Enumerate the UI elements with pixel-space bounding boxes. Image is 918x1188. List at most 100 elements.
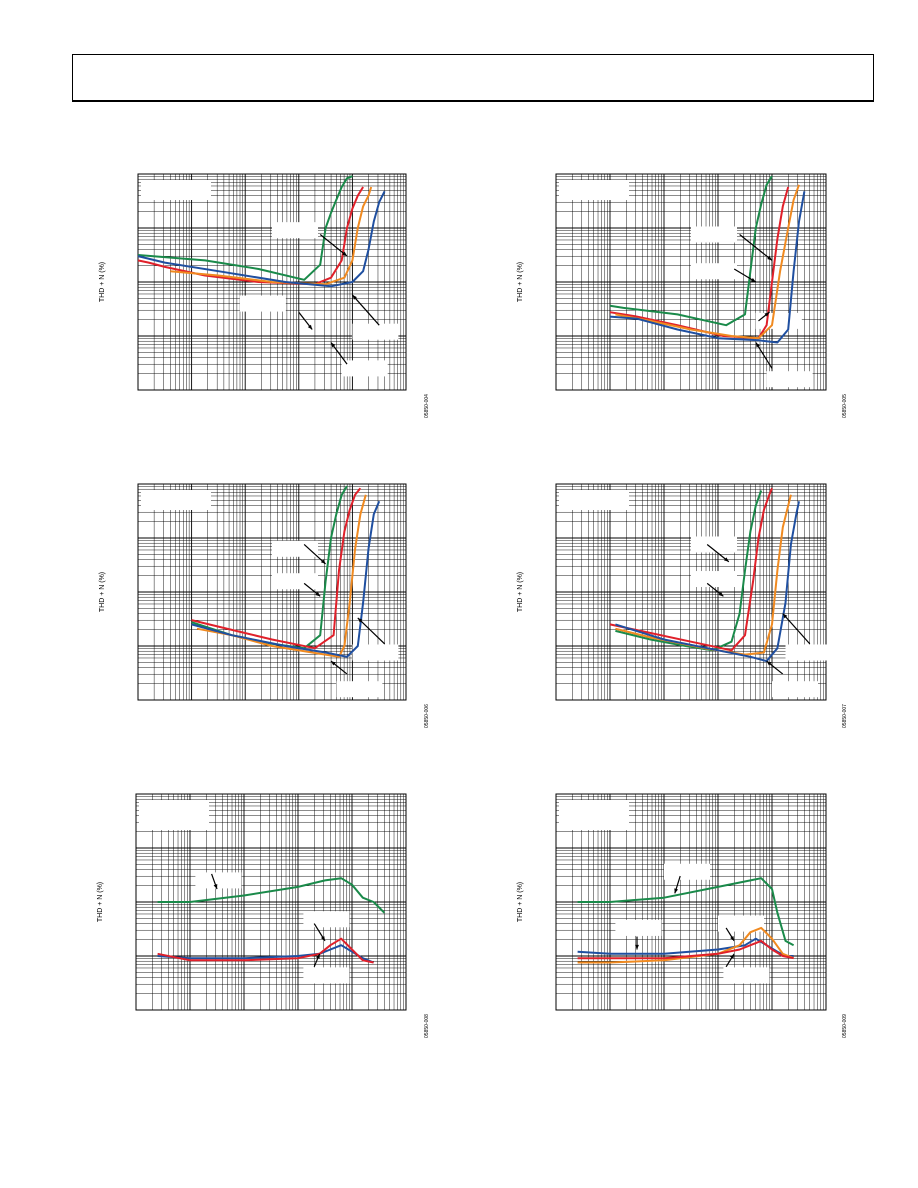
series-red xyxy=(191,487,362,650)
legend-box xyxy=(141,490,211,510)
arrow-head xyxy=(342,251,348,257)
annotation-box xyxy=(239,295,286,312)
annotation-box xyxy=(352,323,399,340)
y-axis-label: THD + N (%) xyxy=(99,262,106,302)
arrow-head xyxy=(330,342,336,348)
arrow-head xyxy=(782,613,788,619)
y-axis-label: THD + N (%) xyxy=(99,572,106,612)
chart-4: THD + N (%) 05850-007 xyxy=(517,483,848,728)
series-green xyxy=(157,877,386,914)
y-axis-label: THD + N (%) xyxy=(517,572,524,612)
legend-box xyxy=(559,490,629,510)
arrow-head xyxy=(718,591,724,597)
arrow-head xyxy=(315,591,321,597)
arrow-head xyxy=(755,342,760,348)
series-orange xyxy=(170,186,373,286)
arrow-head xyxy=(316,953,320,959)
annotation-arrow xyxy=(739,234,773,261)
series-red xyxy=(157,937,374,964)
figure-id: 05850-005 xyxy=(842,394,848,418)
series-blue xyxy=(137,190,386,288)
arrow-head xyxy=(307,324,313,330)
chart-6: THD + N (%) 05850-009 xyxy=(517,793,848,1038)
figure-id: 05850-007 xyxy=(842,704,848,728)
annotation-box xyxy=(691,263,737,280)
arrow-head xyxy=(723,557,729,562)
series-red xyxy=(609,487,773,652)
arrow-head xyxy=(330,661,336,666)
annotation-box xyxy=(772,681,818,698)
series-green xyxy=(137,175,353,281)
annotation-box xyxy=(336,681,383,698)
annotation-box xyxy=(691,571,737,588)
series-blue xyxy=(577,937,794,957)
page-header xyxy=(72,54,874,102)
series-red xyxy=(577,939,794,960)
figure-id: 05850-006 xyxy=(424,704,430,728)
figure-id: 05850-004 xyxy=(424,394,430,418)
y-axis-label: THD + N (%) xyxy=(517,262,524,302)
annotation-arrow xyxy=(782,613,811,645)
series-red xyxy=(609,186,790,340)
annotation-box xyxy=(195,872,242,889)
annotation-box xyxy=(615,919,662,936)
legend-box xyxy=(141,180,211,200)
series-green xyxy=(615,490,763,652)
y-axis-label: THD + N (%) xyxy=(97,882,104,922)
annotation-arrow xyxy=(351,294,380,326)
arrow-head xyxy=(213,884,218,890)
arrow-head xyxy=(320,935,325,941)
chart-2: THD + N (%) 05850-005 xyxy=(517,173,848,418)
annotation-box xyxy=(303,911,350,928)
series-blue xyxy=(191,500,381,658)
arrow-head xyxy=(730,935,735,941)
legend-box xyxy=(559,180,629,200)
arrow-head xyxy=(730,953,735,959)
annotation-box xyxy=(664,863,710,880)
legend-box xyxy=(139,800,209,830)
series-green xyxy=(609,175,773,327)
annotation-box xyxy=(272,222,318,239)
figure-id: 05850-008 xyxy=(424,1014,430,1038)
annotation-box xyxy=(723,967,770,984)
arrow-head xyxy=(766,661,772,666)
y-axis-label: THD + N (%) xyxy=(517,882,524,922)
chart-3: THD + N (%) 05850-006 xyxy=(99,483,430,728)
annotation-box xyxy=(691,226,737,243)
annotation-arrow xyxy=(706,544,730,563)
arrow-head xyxy=(767,256,772,261)
annotation-box xyxy=(785,644,832,661)
annotation-box xyxy=(755,312,802,329)
series-orange xyxy=(577,926,794,964)
annotation-box xyxy=(718,915,764,932)
annotation-box xyxy=(352,644,399,661)
arrow-head xyxy=(357,617,363,623)
chart-5: THD + N (%) 05850-008 xyxy=(97,793,430,1038)
figure-id: 05850-009 xyxy=(842,1014,848,1038)
legend-box xyxy=(559,800,629,830)
grid xyxy=(555,173,827,391)
arrow-head xyxy=(764,312,770,317)
annotation-box xyxy=(272,573,318,590)
arrow-head xyxy=(750,277,756,282)
series-red xyxy=(137,186,364,286)
annotation-box xyxy=(272,540,318,557)
annotation-box xyxy=(691,536,737,553)
annotation-box xyxy=(303,967,350,984)
series-blue xyxy=(615,501,800,663)
arrow-head xyxy=(674,888,679,894)
annotation-arrow xyxy=(319,234,348,257)
series-blue xyxy=(609,191,806,344)
arrow-head xyxy=(352,294,357,300)
arrow-head xyxy=(635,944,639,950)
chart-1: THD + N (%) 05850-004 xyxy=(99,173,430,418)
arrow-head xyxy=(320,559,326,564)
series-orange xyxy=(196,494,367,658)
annotation-box xyxy=(341,360,388,377)
annotation-box xyxy=(766,371,813,388)
series-orange xyxy=(615,184,800,340)
annotation-arrow xyxy=(755,342,773,369)
annotation-arrow xyxy=(303,544,327,565)
grid xyxy=(135,793,407,1011)
